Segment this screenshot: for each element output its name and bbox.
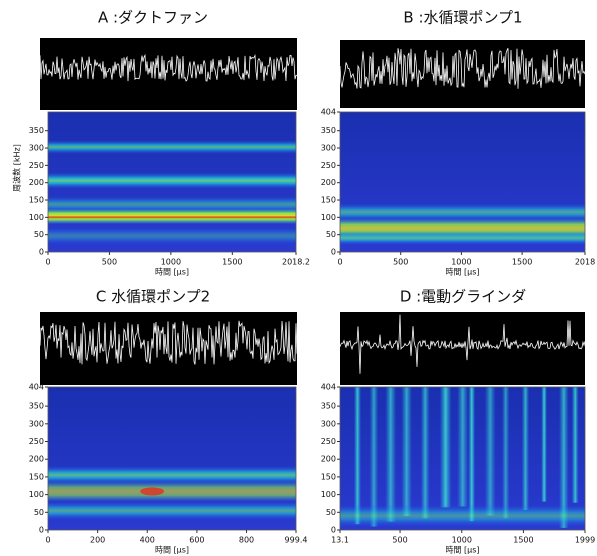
spectral-band bbox=[48, 172, 296, 189]
x-tick-label: 1999 bbox=[575, 536, 595, 545]
y-tick-label: 0 bbox=[331, 526, 336, 535]
spectral-band bbox=[48, 227, 296, 245]
spectral-band bbox=[48, 501, 296, 520]
x-tick-label: 500 bbox=[392, 536, 407, 545]
y-tick-label: 100 bbox=[321, 213, 336, 222]
spectral-streak bbox=[354, 387, 361, 524]
panel-title: A :ダクトファン bbox=[98, 9, 208, 27]
x-axis-label: 時間 [μs] bbox=[155, 268, 189, 277]
x-tick-label: 0 bbox=[45, 258, 50, 267]
x-tick-label: 200 bbox=[90, 536, 105, 545]
x-tick-label: 600 bbox=[189, 536, 204, 545]
x-tick-label: 400 bbox=[140, 536, 155, 545]
x-axis-label: 時間 [μs] bbox=[155, 546, 189, 555]
y-tick-label: 250 bbox=[29, 437, 44, 446]
spectral-streak bbox=[502, 387, 509, 518]
panel-title: D :電動グラインダ bbox=[400, 288, 526, 306]
y-tick-label: 150 bbox=[321, 472, 336, 481]
y-tick-label: 300 bbox=[321, 419, 336, 428]
spectral-streak bbox=[572, 387, 579, 503]
x-tick-label: 1000 bbox=[161, 258, 181, 267]
y-tick-label: 50 bbox=[34, 508, 44, 517]
y-tick-label: 200 bbox=[29, 455, 44, 464]
y-tick-label: 150 bbox=[29, 472, 44, 481]
x-tick-label: 13.1 bbox=[331, 536, 349, 545]
spectral-band bbox=[48, 140, 296, 154]
x-axis-label: 時間 [μs] bbox=[445, 546, 479, 555]
x-tick-label: 2018.2 bbox=[282, 258, 310, 267]
y-tick-label: 404 bbox=[321, 108, 336, 117]
panel-title: B :水循環ポンプ1 bbox=[403, 9, 522, 27]
y-tick-label: 50 bbox=[326, 508, 336, 517]
spectrogram-texture bbox=[340, 203, 585, 245]
spectral-streak bbox=[440, 387, 452, 507]
waveform-box bbox=[340, 40, 585, 108]
y-tick-label: 150 bbox=[29, 196, 44, 205]
x-tick-label: 1000 bbox=[451, 258, 471, 267]
y-tick-label: 300 bbox=[29, 419, 44, 428]
figure: A :ダクトファン0501001502002503003500500100015… bbox=[0, 0, 597, 556]
y-tick-label: 150 bbox=[321, 196, 336, 205]
y-tick-label: 100 bbox=[321, 490, 336, 499]
y-tick-label: 100 bbox=[29, 213, 44, 222]
x-tick-label: 1500 bbox=[513, 536, 533, 545]
x-tick-label: 500 bbox=[102, 258, 117, 267]
x-axis-label: 時間 [μs] bbox=[445, 268, 479, 277]
y-tick-label: 0 bbox=[39, 248, 44, 257]
hot-spot bbox=[140, 487, 164, 495]
y-axis-label: 周波数 [kHz] bbox=[12, 144, 22, 192]
y-tick-label: 350 bbox=[29, 402, 44, 411]
x-tick-label: 999.4 bbox=[285, 536, 308, 545]
spectral-streak bbox=[457, 387, 468, 507]
x-tick-label: 1500 bbox=[222, 258, 242, 267]
x-tick-label: 1500 bbox=[512, 258, 532, 267]
spectral-streak bbox=[522, 387, 529, 510]
y-tick-label: 100 bbox=[29, 490, 44, 499]
spectral-streak bbox=[401, 387, 411, 516]
y-tick-label: 350 bbox=[321, 402, 336, 411]
y-tick-label: 0 bbox=[39, 526, 44, 535]
spectral-streak bbox=[421, 387, 430, 518]
x-tick-label: 2018 bbox=[575, 258, 595, 267]
y-tick-label: 250 bbox=[321, 437, 336, 446]
x-tick-label: 500 bbox=[393, 258, 408, 267]
y-tick-label: 50 bbox=[326, 230, 336, 239]
y-tick-label: 200 bbox=[321, 455, 336, 464]
spectral-streak bbox=[468, 387, 475, 521]
x-tick-label: 0 bbox=[45, 536, 50, 545]
spectral-band bbox=[48, 481, 296, 501]
x-tick-label: 800 bbox=[239, 536, 254, 545]
y-tick-label: 200 bbox=[321, 178, 336, 187]
spectrogram-texture bbox=[48, 466, 296, 520]
y-tick-label: 250 bbox=[321, 161, 336, 170]
spectral-band bbox=[340, 504, 585, 527]
y-tick-label: 300 bbox=[321, 144, 336, 153]
y-tick-label: 300 bbox=[29, 144, 44, 153]
x-tick-label: 1000 bbox=[452, 536, 472, 545]
y-tick-label: 50 bbox=[34, 230, 44, 239]
y-tick-label: 404 bbox=[321, 383, 336, 392]
y-tick-label: 250 bbox=[29, 161, 44, 170]
spectral-line bbox=[48, 216, 296, 218]
y-tick-label: 404 bbox=[29, 383, 44, 392]
y-tick-label: 200 bbox=[29, 178, 44, 187]
spectral-streak bbox=[385, 387, 396, 522]
panel-title: C 水循環ポンプ2 bbox=[96, 288, 210, 306]
y-tick-label: 350 bbox=[29, 126, 44, 135]
spectral-streak bbox=[485, 387, 496, 516]
y-tick-label: 0 bbox=[331, 248, 336, 257]
spectral-band bbox=[340, 231, 585, 245]
spectral-streak bbox=[541, 387, 547, 502]
x-tick-label: 0 bbox=[337, 258, 342, 267]
y-tick-label: 350 bbox=[321, 126, 336, 135]
